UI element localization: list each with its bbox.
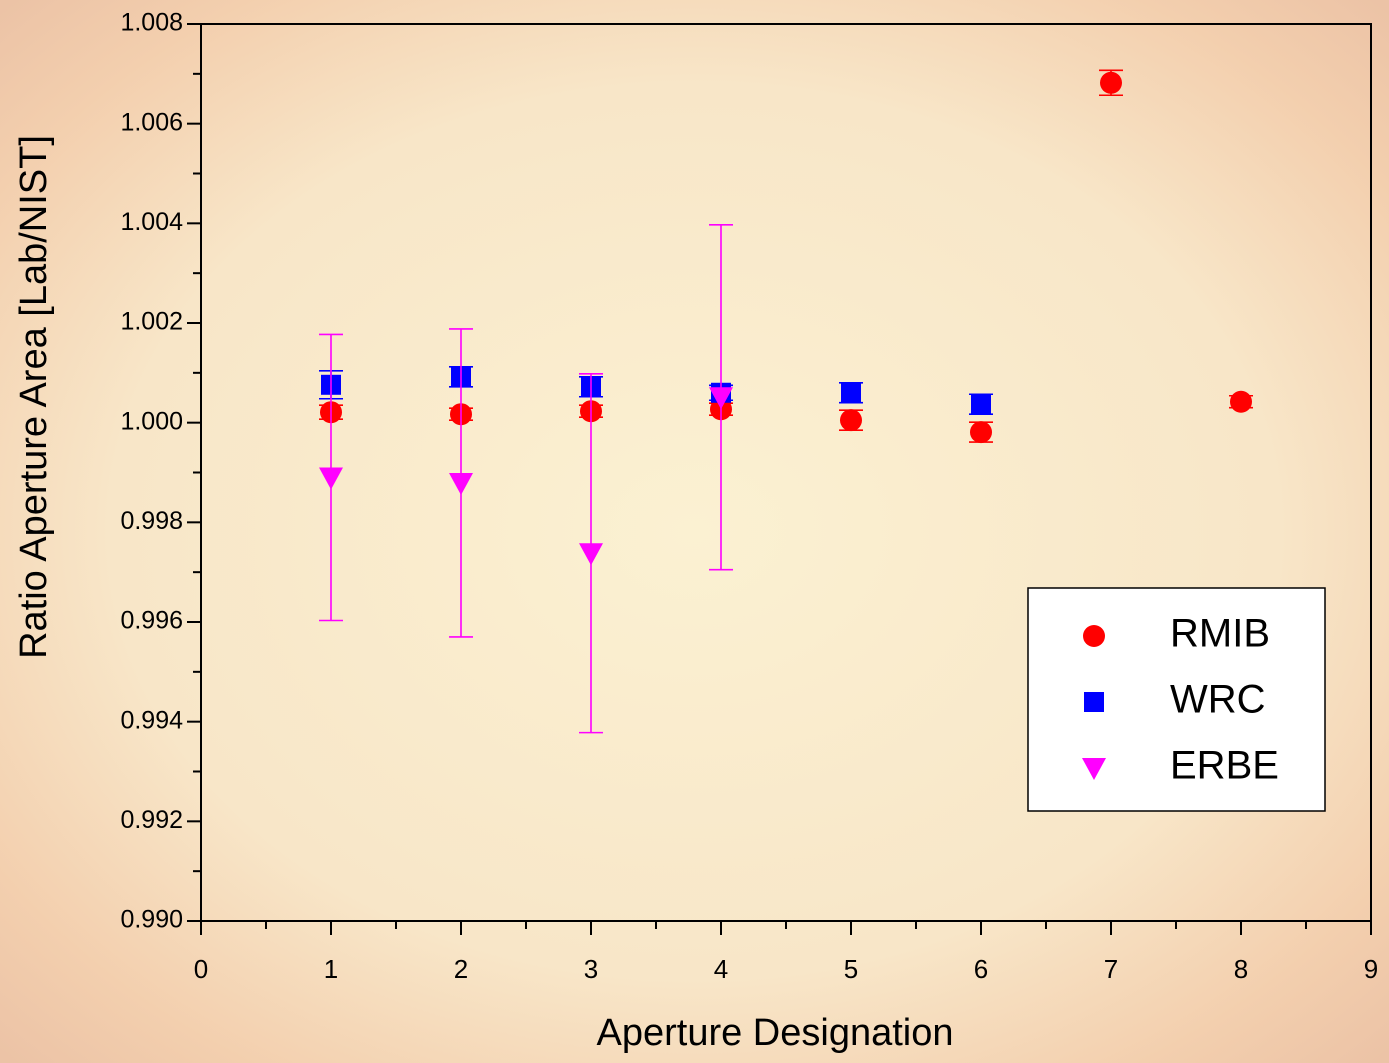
- y-tick-label: 0.992: [120, 806, 183, 834]
- y-tick-label: 0.994: [120, 706, 183, 734]
- y-tick-label: 1.006: [120, 108, 183, 136]
- x-tick-label: 2: [454, 954, 468, 984]
- x-tick-label: 5: [844, 954, 858, 984]
- marker: [709, 387, 733, 410]
- marker: [1083, 625, 1105, 647]
- x-tick-label: 4: [714, 954, 728, 984]
- y-axis-label: Ratio Aperture Area [Lab/NIST]: [13, 135, 55, 659]
- marker: [971, 394, 991, 415]
- marker: [1084, 692, 1104, 712]
- y-tick-label: 0.998: [120, 507, 183, 535]
- marker: [1100, 71, 1122, 94]
- y-tick-label: 1.008: [120, 9, 183, 37]
- x-tick-label: 3: [584, 954, 598, 984]
- marker: [449, 472, 473, 495]
- y-tick-label: 1.002: [120, 308, 183, 336]
- x-tick-label: 6: [974, 954, 988, 984]
- y-tick-label: 0.996: [120, 607, 183, 635]
- x-tick-label: 1: [324, 954, 338, 984]
- marker: [840, 409, 862, 432]
- x-tick-label: 9: [1364, 954, 1378, 984]
- marker: [1230, 390, 1252, 413]
- legend-label: ERBE: [1170, 744, 1279, 788]
- legend-label: RMIB: [1170, 612, 1270, 656]
- x-tick-label: 7: [1104, 954, 1118, 984]
- marker: [1082, 758, 1106, 780]
- marker: [319, 467, 343, 490]
- y-tick-label: 1.000: [120, 407, 183, 435]
- marker: [579, 543, 603, 566]
- x-tick-label: 0: [194, 954, 208, 984]
- marker: [841, 382, 861, 403]
- marker: [970, 421, 992, 444]
- y-tick-label: 1.004: [120, 208, 183, 236]
- x-axis-label: Aperture Designation: [597, 1012, 954, 1054]
- x-tick-label: 8: [1234, 954, 1248, 984]
- legend-box: [1027, 587, 1326, 812]
- y-tick-label: 0.990: [120, 906, 183, 934]
- legend-label: WRC: [1170, 678, 1266, 722]
